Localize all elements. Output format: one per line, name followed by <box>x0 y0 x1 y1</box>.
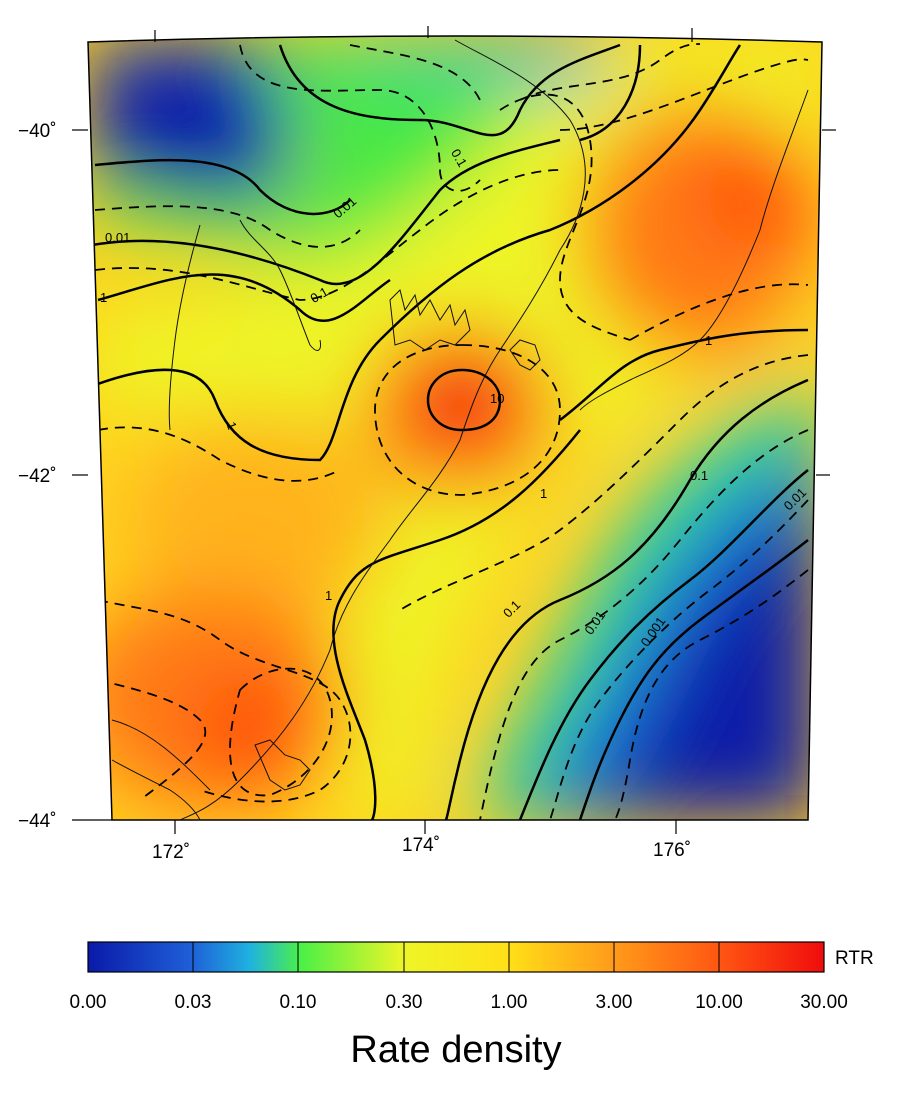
colorbar-tick-label: 0.03 <box>175 992 212 1013</box>
colorbar-tick-label: 1.00 <box>491 992 528 1013</box>
contour-label: 10 <box>490 391 504 406</box>
colorbar-tick-label: 10.00 <box>695 992 743 1013</box>
contour-label: 1 <box>325 588 332 603</box>
colorbar-gradient <box>87 941 825 973</box>
contour-dashed-top <box>239 44 481 192</box>
fault-trace-east <box>579 89 809 411</box>
contour-solid-top <box>278 43 621 137</box>
contour-solid-1-center <box>332 429 581 820</box>
contour-label: 1 <box>100 290 107 305</box>
colorbar-dividers <box>192 942 720 972</box>
contour-dashed-center <box>374 344 561 496</box>
fault-trace-west <box>168 224 201 431</box>
colorbar: RTR 0.00 0.03 0.10 0.30 1.00 3.00 10.00 … <box>70 941 874 1071</box>
colorbar-tick-label: 3.00 <box>596 992 633 1013</box>
contour-dashed-sw <box>97 599 352 803</box>
contour-dashed-se-3 <box>549 499 809 820</box>
contour-solid-se-1 <box>444 378 809 820</box>
contour-dashed-sw-3 <box>229 667 333 797</box>
fault-trace-sw <box>111 719 211 791</box>
coastline-wellington <box>509 339 541 371</box>
contour-dashed-se-4 <box>614 569 809 820</box>
lat-label-40: −40˚ <box>18 121 57 142</box>
coastline-sw-2 <box>111 759 201 820</box>
contour-label: 0.1 <box>690 468 708 483</box>
lat-label-44: −44˚ <box>18 811 57 832</box>
frame-ticks <box>72 26 836 834</box>
contour-solid-nw-1 <box>94 158 351 216</box>
contour-dashed-top-2 <box>349 44 481 101</box>
lon-label-174: 174˚ <box>402 835 440 856</box>
contour-dashed-nw-1 <box>94 205 361 248</box>
contour-solid-top-2 <box>579 44 642 142</box>
colorbar-tick-label: 0.10 <box>280 992 317 1013</box>
contour-solid-nw-3 <box>97 273 391 323</box>
contour-lines <box>91 43 809 820</box>
coastline-and-faults <box>111 39 809 820</box>
contour-label: 1 <box>705 333 712 348</box>
contour-dashed-se-1 <box>399 354 809 611</box>
coastline-sounds <box>389 289 471 351</box>
colorbar-title: Rate density <box>350 1029 561 1071</box>
lon-label-172: 172˚ <box>152 842 190 863</box>
contour-dashed-ne-3 <box>559 58 809 131</box>
lat-label-42: −42˚ <box>18 466 57 487</box>
coastline-sw <box>254 739 311 791</box>
contour-solid-1-east <box>559 328 809 421</box>
contour-dashed-ring-ne <box>519 43 701 101</box>
colorbar-tick-label: 30.00 <box>800 992 848 1013</box>
contour-label: 0.01 <box>105 230 130 245</box>
contour-solid-10 <box>426 368 502 432</box>
colorbar-tick-label: 0.30 <box>386 992 423 1013</box>
fault-trace-main <box>179 39 586 820</box>
lon-label-176: 176˚ <box>653 840 691 861</box>
contour-solid-1-west <box>94 339 381 462</box>
contour-dashed-se-2 <box>479 429 809 820</box>
contour-label: 1 <box>223 420 240 432</box>
contour-dashed-ne-2 <box>629 283 809 341</box>
colorbar-tick-label: 0.00 <box>70 992 107 1013</box>
contour-solid-se-3 <box>578 539 809 820</box>
map-frame <box>87 35 823 821</box>
rate-density-heatmap <box>88 36 822 820</box>
contour-solid-se-2 <box>518 469 809 820</box>
contour-label: 1 <box>540 486 547 501</box>
contour-dashed-nw-2 <box>94 169 561 301</box>
colorbar-tag: RTR <box>835 948 874 969</box>
coastline-nw <box>239 219 321 351</box>
contour-dashed-sw-2 <box>97 679 207 801</box>
contour-dashed-ne-1 <box>499 93 631 341</box>
